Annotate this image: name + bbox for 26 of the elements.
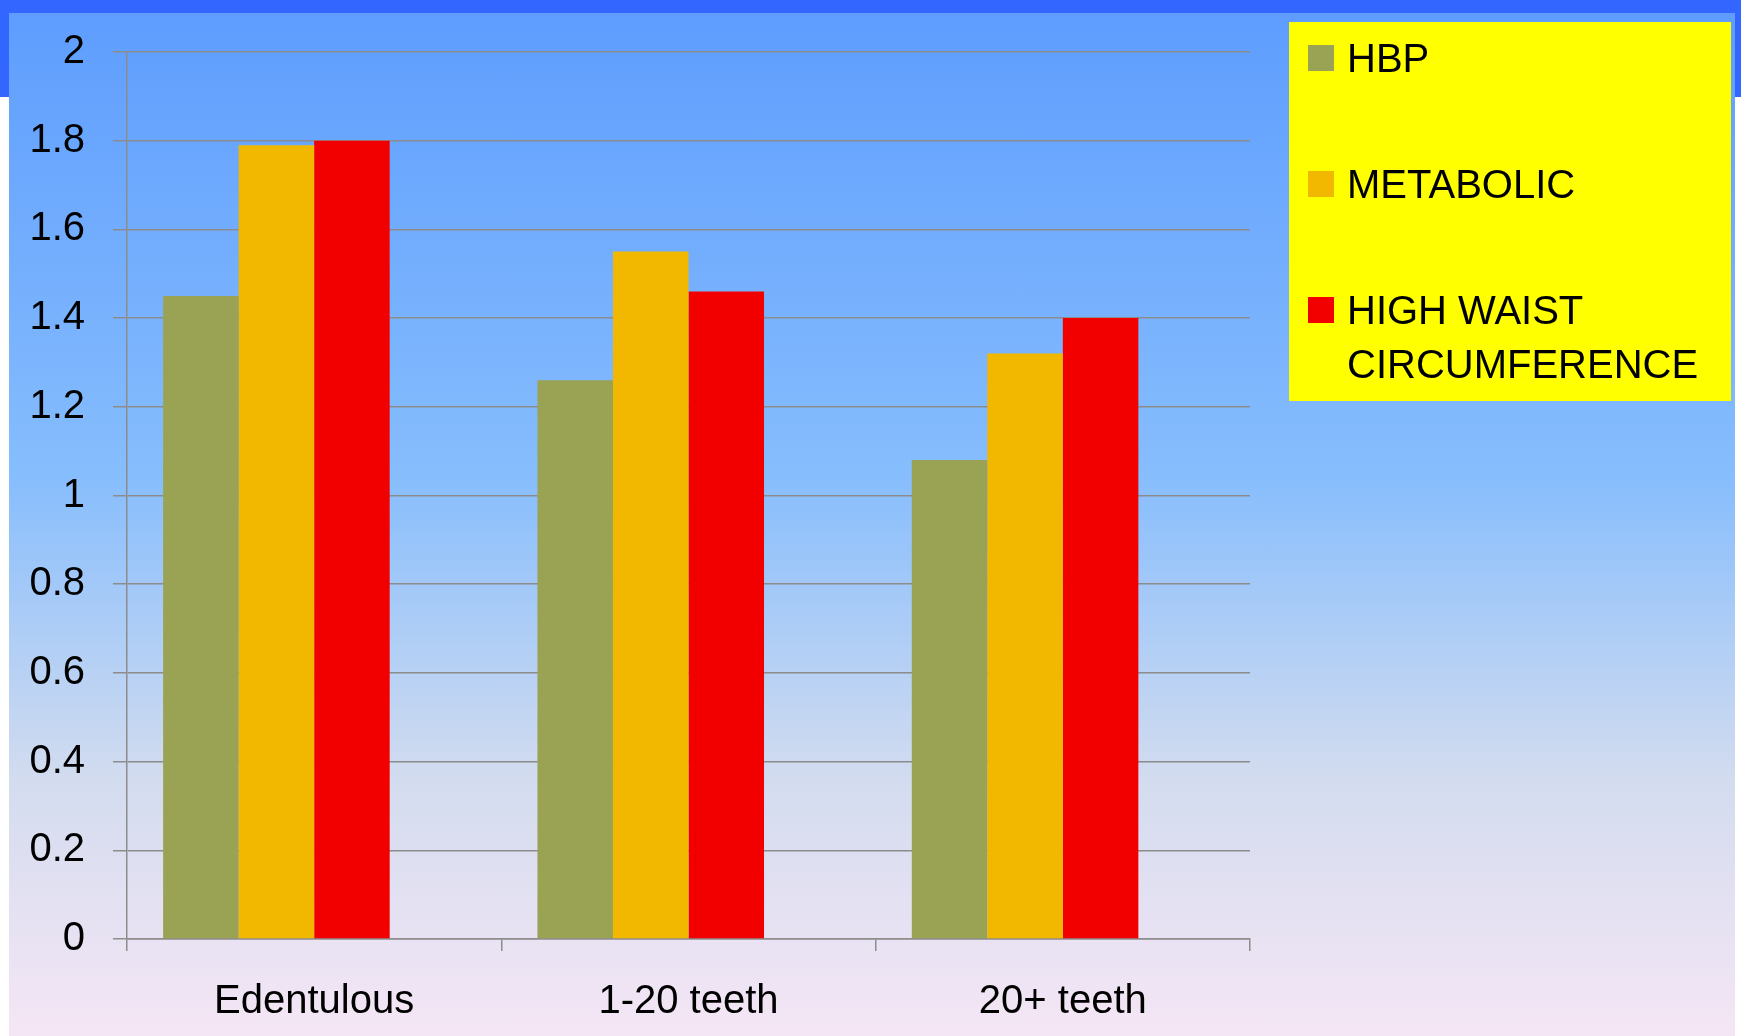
y-tick-label: 1 — [62, 470, 85, 515]
y-tick-label: 0.2 — [29, 825, 85, 870]
bar — [987, 353, 1063, 939]
bar — [163, 295, 239, 939]
y-tick-label: 1.8 — [29, 115, 85, 160]
bar — [911, 460, 988, 939]
y-tick-label: 2 — [62, 27, 85, 72]
y-tick-label: 0.4 — [29, 736, 85, 781]
bar — [238, 145, 315, 939]
x-tick-label: 20+ teeth — [978, 977, 1147, 1022]
legend-label: HIGH WAIST CIRCUMFERENCE — [1347, 287, 1700, 388]
y-tick-label: 1.6 — [29, 204, 85, 249]
y-tick-label: 1.4 — [29, 293, 85, 338]
bar — [314, 140, 390, 939]
legend-label: METABOLIC — [1347, 161, 1577, 208]
bar — [537, 380, 613, 939]
y-tick-label: 0.6 — [29, 647, 85, 692]
x-tick-label: Edentulous — [214, 977, 415, 1022]
legend-label: HBP — [1347, 35, 1431, 82]
x-tick-label: 1-20 teeth — [598, 977, 779, 1022]
y-tick-label: 0 — [62, 914, 85, 959]
bar — [612, 251, 689, 939]
y-tick-label: 0.8 — [29, 559, 85, 604]
bar — [688, 291, 765, 939]
bar — [1062, 318, 1139, 939]
y-tick-label: 1.2 — [29, 381, 85, 426]
